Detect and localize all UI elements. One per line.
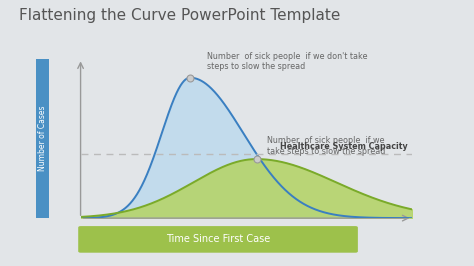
Text: Number  of sick people  if we don't take
steps to slow the spread: Number of sick people if we don't take s…: [207, 52, 367, 71]
Text: Time Since First Case: Time Since First Case: [166, 234, 270, 244]
Text: Number of Cases: Number of Cases: [38, 106, 46, 171]
Text: Healthcare System Capacity: Healthcare System Capacity: [280, 142, 407, 151]
Text: Flattening the Curve PowerPoint Template: Flattening the Curve PowerPoint Template: [19, 8, 340, 23]
Text: Number  of sick people  if we
take steps to slow the spread: Number of sick people if we take steps t…: [266, 136, 385, 156]
